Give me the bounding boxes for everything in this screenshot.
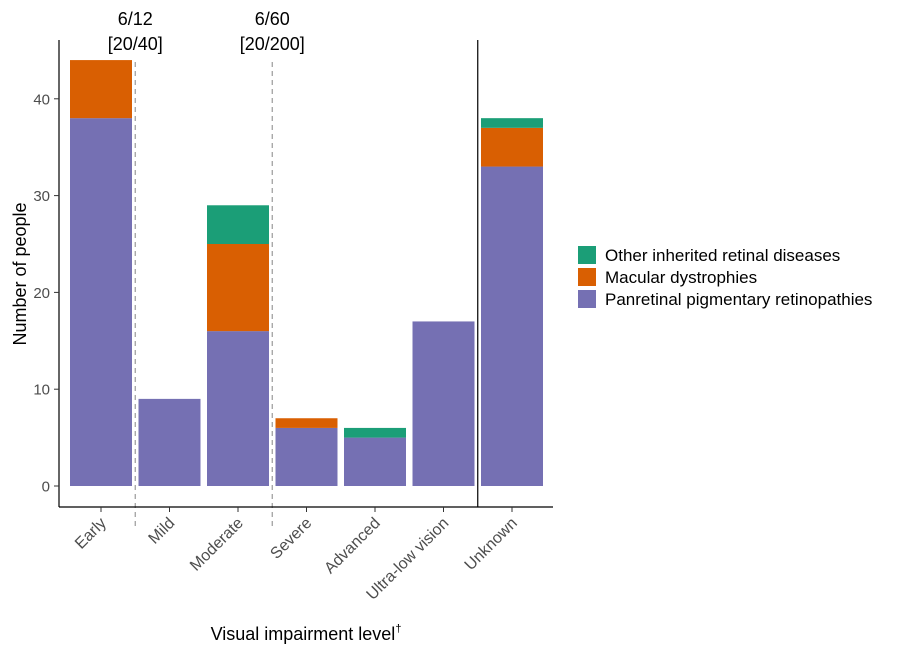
reference-lines-layer: 6/12 [20/40] 6/60 [20/200] [108,9,479,526]
bar-severe-panretinal-pigmentary-retinopathies [275,427,338,486]
legend: Other inherited retinal diseases Macular … [578,246,872,309]
bar-severe-macular-dystrophies [275,418,338,428]
y-axis-ticks: 0 10 20 30 40 [33,91,59,496]
legend-label-macular-dystrophies: Macular dystrophies [605,268,757,287]
x-tick-label-early: Early [72,515,110,553]
y-tick-label: 0 [42,479,50,496]
bar-unknown-panretinal-pigmentary-retinopathies [481,166,543,486]
x-tick-label-moderate: Moderate [187,515,247,575]
x-axis-ticks: Early Mild Moderate Severe AdvancedUltra-low… [72,507,521,604]
x-tick-label-unknown: Unknown [462,515,521,574]
legend-swatch-other-inherited-retinal-diseases [578,246,596,264]
bar-unknown-macular-dystrophies [481,127,543,167]
bar-moderate-panretinal-pigmentary-retinopathies [207,331,269,486]
threshold-label-2-line-2: [20/200] [240,34,305,54]
y-axis-title: Number of people [10,202,30,345]
x-tick-label-severe: Severe [267,515,315,563]
x-axis-title-superscript: † [395,623,401,635]
bar-advanced-panretinal-pigmentary-retinopathies [344,437,406,486]
legend-label-panretinal-pigmentary-retinopathies: Panretinal pigmentary retinopathies [605,290,872,309]
x-axis-title-text: Visual impairment level [211,624,396,644]
bar-early-macular-dystrophies [70,60,132,119]
threshold-label-2-line-1: 6/60 [255,9,290,29]
y-tick-label: 10 [33,382,50,399]
x-tick-label-mild: Mild [146,515,179,548]
x-axis-title: Visual impairment level† [211,623,402,644]
bar-advanced-other-inherited-retinal-diseases [344,427,406,438]
bar-moderate-macular-dystrophies [207,244,269,332]
threshold-label-1-line-2: [20/40] [108,34,163,54]
bar-early-panretinal-pigmentary-retinopathies [70,118,132,486]
bar-mild-panretinal-pigmentary-retinopathies [138,398,201,486]
bar-moderate-other-inherited-retinal-diseases [207,205,269,244]
legend-swatch-panretinal-pigmentary-retinopathies [578,290,596,308]
y-tick-label: 20 [33,285,50,302]
threshold-label-1-line-1: 6/12 [118,9,153,29]
legend-label-other-inherited-retinal-diseases: Other inherited retinal diseases [605,246,840,265]
y-tick-label: 40 [33,91,50,108]
y-tick-label: 30 [33,188,50,205]
bar-unknown-other-inherited-retinal-diseases [481,118,543,128]
x-tick-label-advanced: Advanced [321,515,383,577]
bar-ultra-low-vision-panretinal-pigmentary-retinopathies [412,321,475,486]
bars-layer [70,60,543,486]
legend-swatch-macular-dystrophies [578,268,596,286]
